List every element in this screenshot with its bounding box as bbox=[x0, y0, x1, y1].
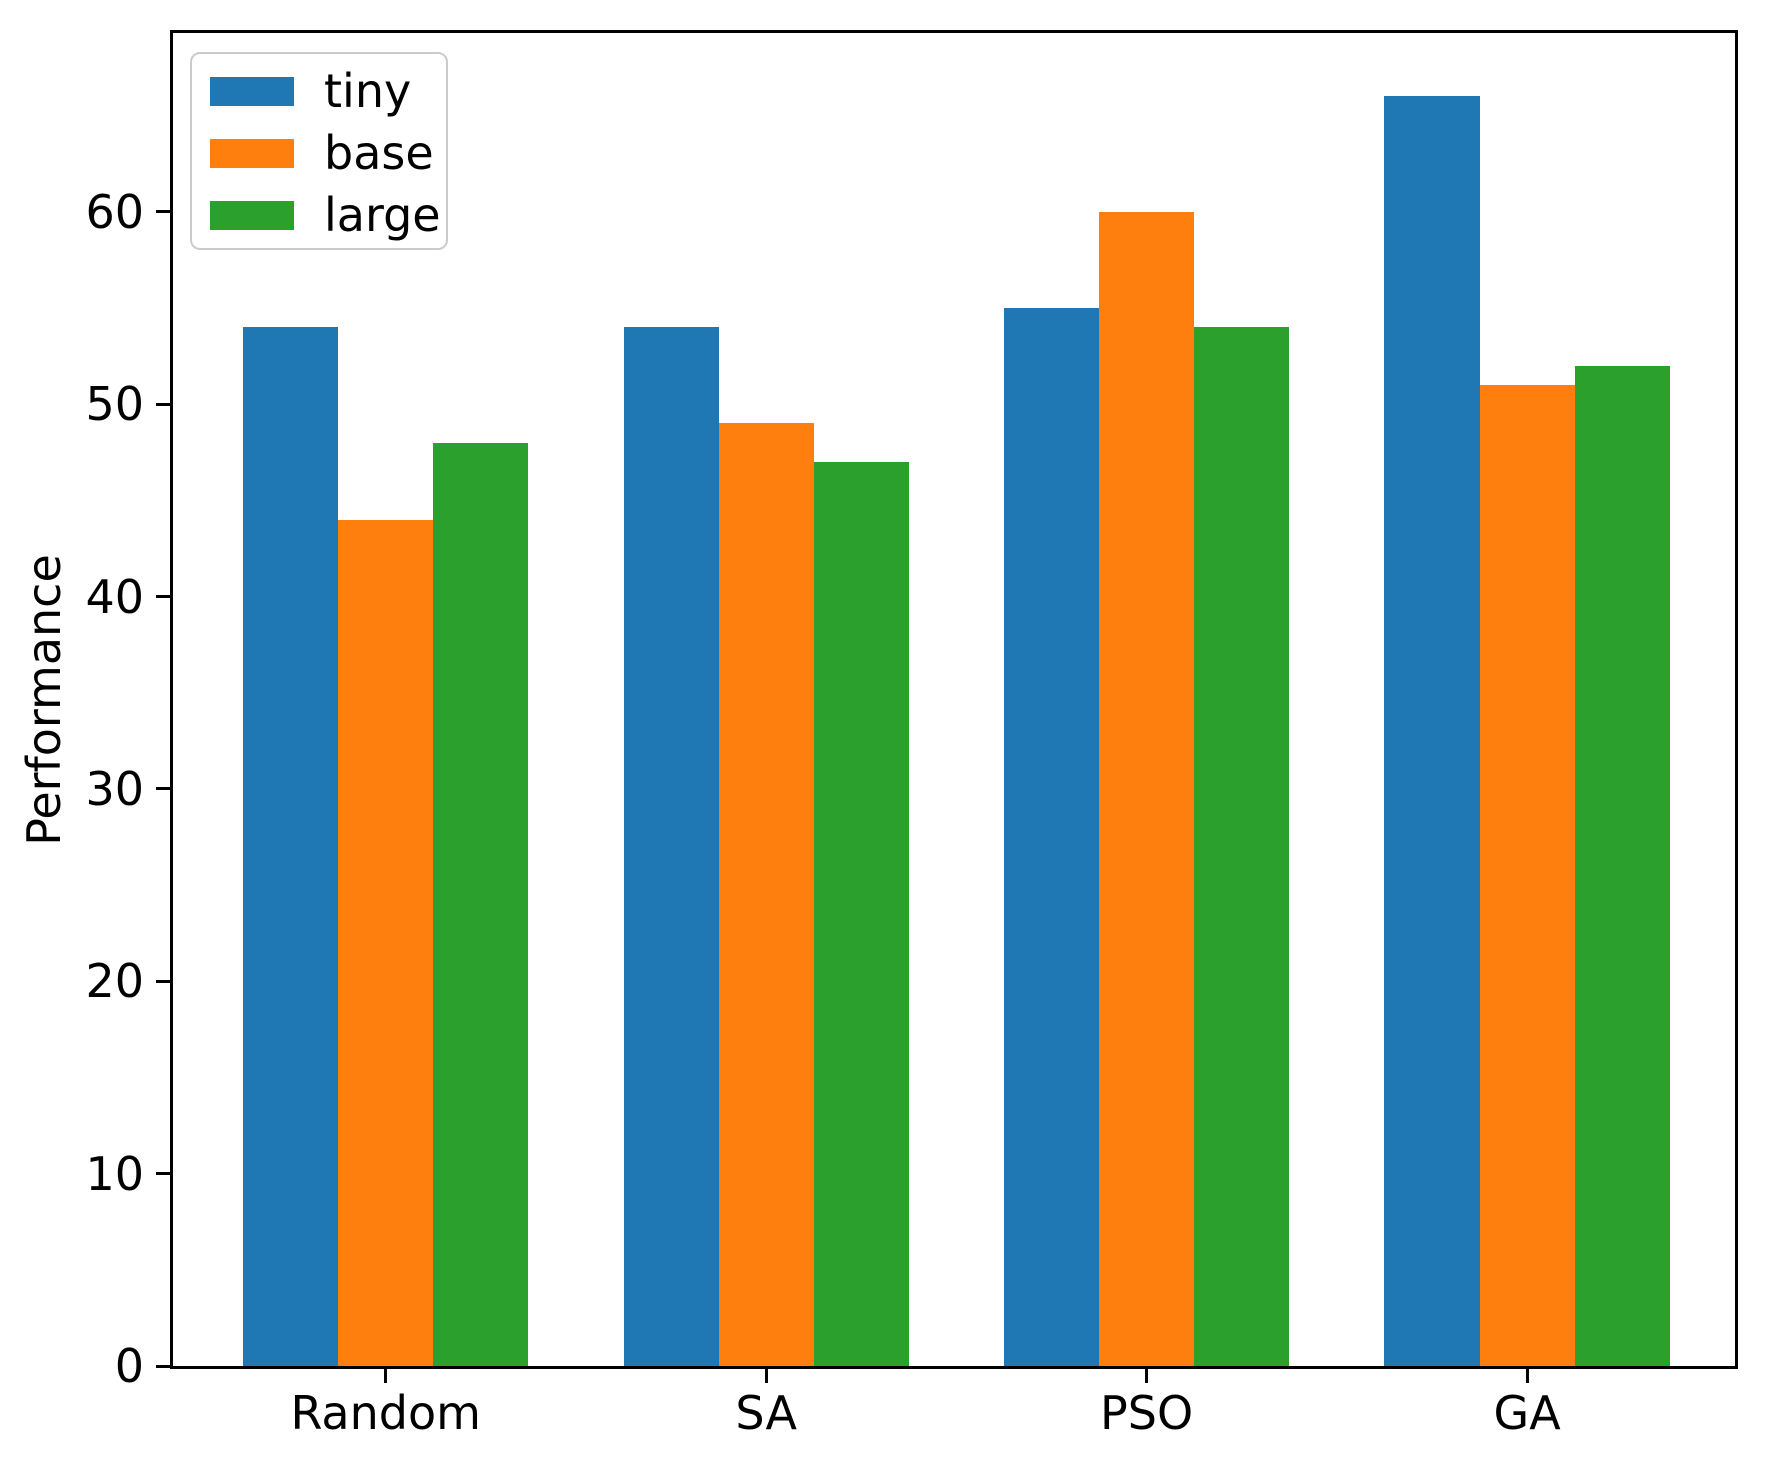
x-tick-label-ga: GA bbox=[1493, 1386, 1561, 1440]
bar-base-sa bbox=[718, 423, 814, 1366]
bar-tiny-pso bbox=[1003, 308, 1100, 1366]
bars-layer bbox=[173, 33, 1735, 1366]
x-tick-mark-pso bbox=[1145, 1369, 1149, 1383]
bar-base-ga bbox=[1479, 385, 1575, 1366]
legend-row-base: base bbox=[210, 122, 446, 184]
bar-base-pso bbox=[1099, 211, 1195, 1366]
y-tick-label-20: 20 bbox=[85, 954, 144, 1009]
bar-tiny-sa bbox=[623, 327, 719, 1366]
plot-area: tiny base large bbox=[170, 30, 1738, 1369]
legend-label-tiny: tiny bbox=[324, 64, 412, 118]
y-tick-mark-60 bbox=[156, 210, 170, 214]
legend-swatch-large bbox=[210, 200, 294, 230]
x-tick-label-random: Random bbox=[290, 1386, 481, 1440]
x-tick-mark-ga bbox=[1525, 1369, 1529, 1383]
bar-tiny-ga bbox=[1384, 96, 1480, 1366]
legend: tiny base large bbox=[190, 52, 448, 250]
legend-swatch-base bbox=[210, 138, 294, 168]
y-tick-mark-20 bbox=[156, 979, 170, 983]
bar-large-pso bbox=[1194, 327, 1290, 1366]
y-tick-label-40: 40 bbox=[85, 569, 144, 624]
y-tick-label-10: 10 bbox=[85, 1146, 144, 1201]
legend-row-large: large bbox=[210, 184, 446, 246]
legend-label-large: large bbox=[324, 188, 441, 242]
legend-swatch-tiny bbox=[210, 76, 294, 106]
y-tick-mark-50 bbox=[156, 402, 170, 406]
x-tick-mark-sa bbox=[764, 1369, 768, 1383]
y-tick-mark-30 bbox=[156, 787, 170, 791]
y-tick-mark-40 bbox=[156, 595, 170, 599]
y-tick-mark-0 bbox=[156, 1364, 170, 1368]
y-tick-label-0: 0 bbox=[114, 1339, 144, 1393]
bar-large-ga bbox=[1574, 365, 1670, 1366]
y-tick-label-30: 30 bbox=[85, 761, 144, 816]
legend-row-tiny: tiny bbox=[210, 60, 446, 122]
x-tick-label-sa: SA bbox=[735, 1386, 797, 1440]
bar-large-random bbox=[433, 442, 529, 1366]
y-tick-mark-10 bbox=[156, 1172, 170, 1176]
bar-tiny-random bbox=[243, 327, 339, 1366]
bar-large-sa bbox=[813, 461, 909, 1366]
bar-base-random bbox=[338, 519, 434, 1366]
x-tick-label-pso: PSO bbox=[1100, 1386, 1194, 1440]
y-tick-label-50: 50 bbox=[85, 377, 144, 432]
legend-label-base: base bbox=[324, 126, 434, 180]
x-tick-mark-random bbox=[384, 1369, 388, 1383]
y-tick-label-60: 60 bbox=[85, 184, 144, 239]
